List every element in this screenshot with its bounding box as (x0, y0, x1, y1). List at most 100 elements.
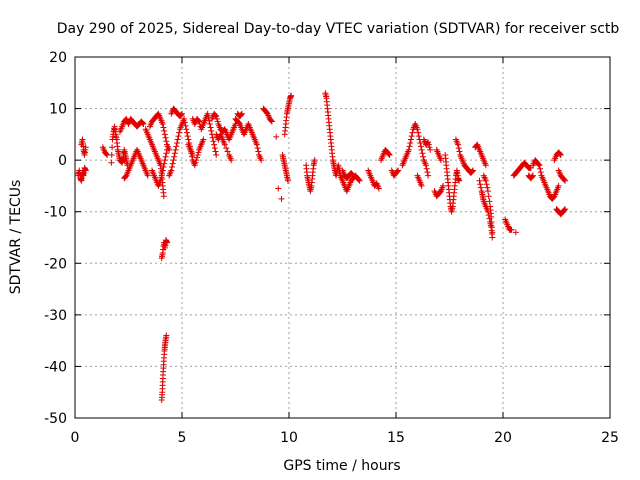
data-point (82, 144, 89, 151)
data-point (356, 177, 363, 184)
data-point (355, 176, 362, 183)
data-point (193, 157, 200, 164)
data-point (268, 118, 275, 125)
data-point (485, 188, 492, 195)
data-point (263, 109, 270, 116)
data-point (184, 133, 191, 140)
data-point (278, 195, 285, 202)
data-point (427, 146, 434, 153)
data-point (103, 151, 110, 158)
data-point (211, 145, 218, 152)
data-point (561, 206, 568, 213)
data-point (161, 131, 168, 138)
data-point (406, 143, 413, 150)
data-point (182, 122, 189, 129)
data-point (161, 160, 168, 167)
data-point (456, 177, 463, 184)
data-point (174, 136, 181, 143)
data-point (258, 157, 265, 164)
data-point (488, 219, 495, 226)
data-point (375, 185, 382, 192)
data-point (188, 153, 195, 160)
data-point (415, 133, 422, 140)
data-point (161, 157, 168, 164)
data-point (163, 138, 170, 145)
data-point (159, 167, 166, 174)
data-point (408, 133, 415, 140)
data-point (555, 182, 562, 189)
data-point (122, 173, 129, 180)
y-tick-label: -30 (44, 308, 67, 324)
data-point (236, 120, 243, 127)
data-point (170, 157, 177, 164)
data-point (224, 148, 231, 155)
data-point (187, 146, 194, 153)
data-point (489, 234, 496, 241)
data-point (140, 121, 147, 128)
x-tick-label: 25 (601, 430, 619, 446)
data-point (419, 150, 426, 157)
data-point (255, 148, 262, 155)
y-tick-label: -50 (44, 411, 67, 427)
data-point (118, 158, 125, 165)
data-point (169, 164, 176, 171)
data-series (75, 90, 569, 403)
data-point (211, 141, 218, 148)
data-point (425, 172, 432, 179)
data-point (469, 168, 476, 175)
data-point (172, 146, 179, 153)
data-point (254, 145, 261, 152)
data-point (562, 177, 569, 184)
data-point (488, 213, 495, 220)
data-point (173, 143, 180, 150)
data-point (477, 181, 484, 188)
data-point (238, 110, 245, 117)
grid (75, 57, 610, 418)
data-point (204, 110, 211, 117)
y-axis-label: SDTVAR / TECUs (8, 180, 24, 295)
data-point (213, 113, 220, 120)
data-point (195, 149, 202, 156)
data-point (273, 133, 280, 140)
data-point (228, 157, 235, 164)
data-point (181, 115, 188, 122)
data-point (210, 138, 217, 145)
x-tick-label: 15 (387, 430, 405, 446)
data-point (485, 193, 492, 200)
data-point (174, 139, 181, 146)
data-point (179, 110, 185, 117)
data-point (158, 174, 165, 181)
data-point (537, 169, 544, 176)
data-point (108, 159, 115, 166)
data-point (212, 112, 219, 119)
data-point (562, 206, 569, 213)
data-point (455, 145, 462, 152)
data-point (407, 139, 414, 146)
data-point (350, 172, 357, 179)
data-point (160, 124, 167, 131)
data-point (414, 126, 421, 133)
data-point (192, 159, 199, 166)
y-tick-label: 0 (58, 153, 67, 169)
data-point (386, 151, 393, 158)
data-point (418, 182, 425, 189)
data-point (223, 145, 230, 152)
chart-title: Day 290 of 2025, Sidereal Day-to-day VTE… (57, 21, 620, 37)
data-point (200, 136, 207, 143)
data-point (159, 121, 166, 128)
data-point (181, 119, 188, 126)
data-point (311, 157, 318, 164)
data-point (108, 151, 115, 158)
data-point (561, 176, 568, 183)
data-point (409, 129, 416, 136)
data-point (213, 151, 220, 158)
y-tick-label: 20 (49, 50, 67, 66)
data-point (557, 151, 564, 158)
data-point (405, 146, 412, 153)
data-point (440, 182, 447, 189)
data-point (175, 133, 182, 140)
data-point (238, 111, 245, 118)
data-point (529, 172, 536, 179)
data-point (161, 127, 168, 134)
